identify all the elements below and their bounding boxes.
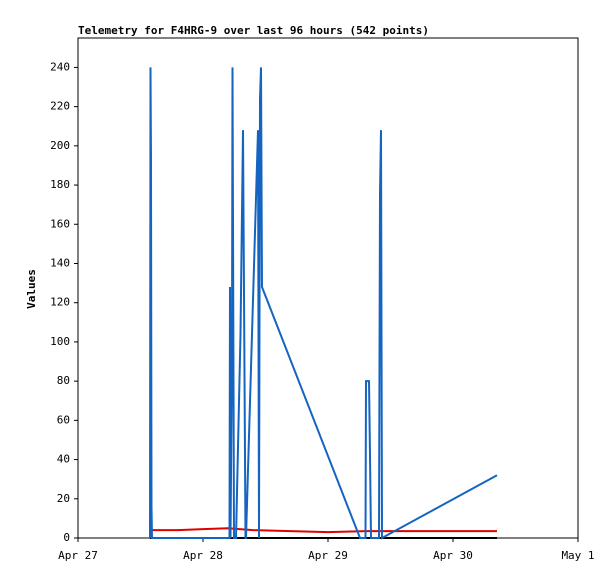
y-tick-label: 240 — [50, 60, 70, 73]
y-axis-label: Values — [25, 269, 38, 309]
y-tick-label: 180 — [50, 178, 70, 191]
series-line — [149, 527, 497, 534]
y-tick-label: 40 — [57, 453, 70, 466]
y-tick-label: 200 — [50, 139, 70, 152]
y-tick-label: 80 — [57, 374, 70, 387]
plot-frame — [77, 37, 579, 539]
x-tick-label: Apr 28 — [183, 549, 223, 562]
y-tick-label: 160 — [50, 217, 70, 230]
y-tick-label: 100 — [50, 335, 70, 348]
y-tick-label: 60 — [57, 413, 70, 426]
x-tick-label: Apr 29 — [308, 549, 348, 562]
chart-title: Telemetry for F4HRG-9 over last 96 hours… — [78, 24, 429, 37]
series-line — [149, 67, 498, 540]
x-tick-label: Apr 27 — [58, 549, 98, 562]
x-tick-label: Apr 30 — [433, 549, 473, 562]
y-tick-label: 0 — [63, 531, 70, 544]
y-tick-label: 220 — [50, 100, 70, 113]
x-tick-label: May 1 — [561, 549, 594, 562]
y-tick-label: 20 — [57, 492, 70, 505]
y-tick-label: 140 — [50, 256, 70, 269]
y-tick-label: 120 — [50, 296, 70, 309]
